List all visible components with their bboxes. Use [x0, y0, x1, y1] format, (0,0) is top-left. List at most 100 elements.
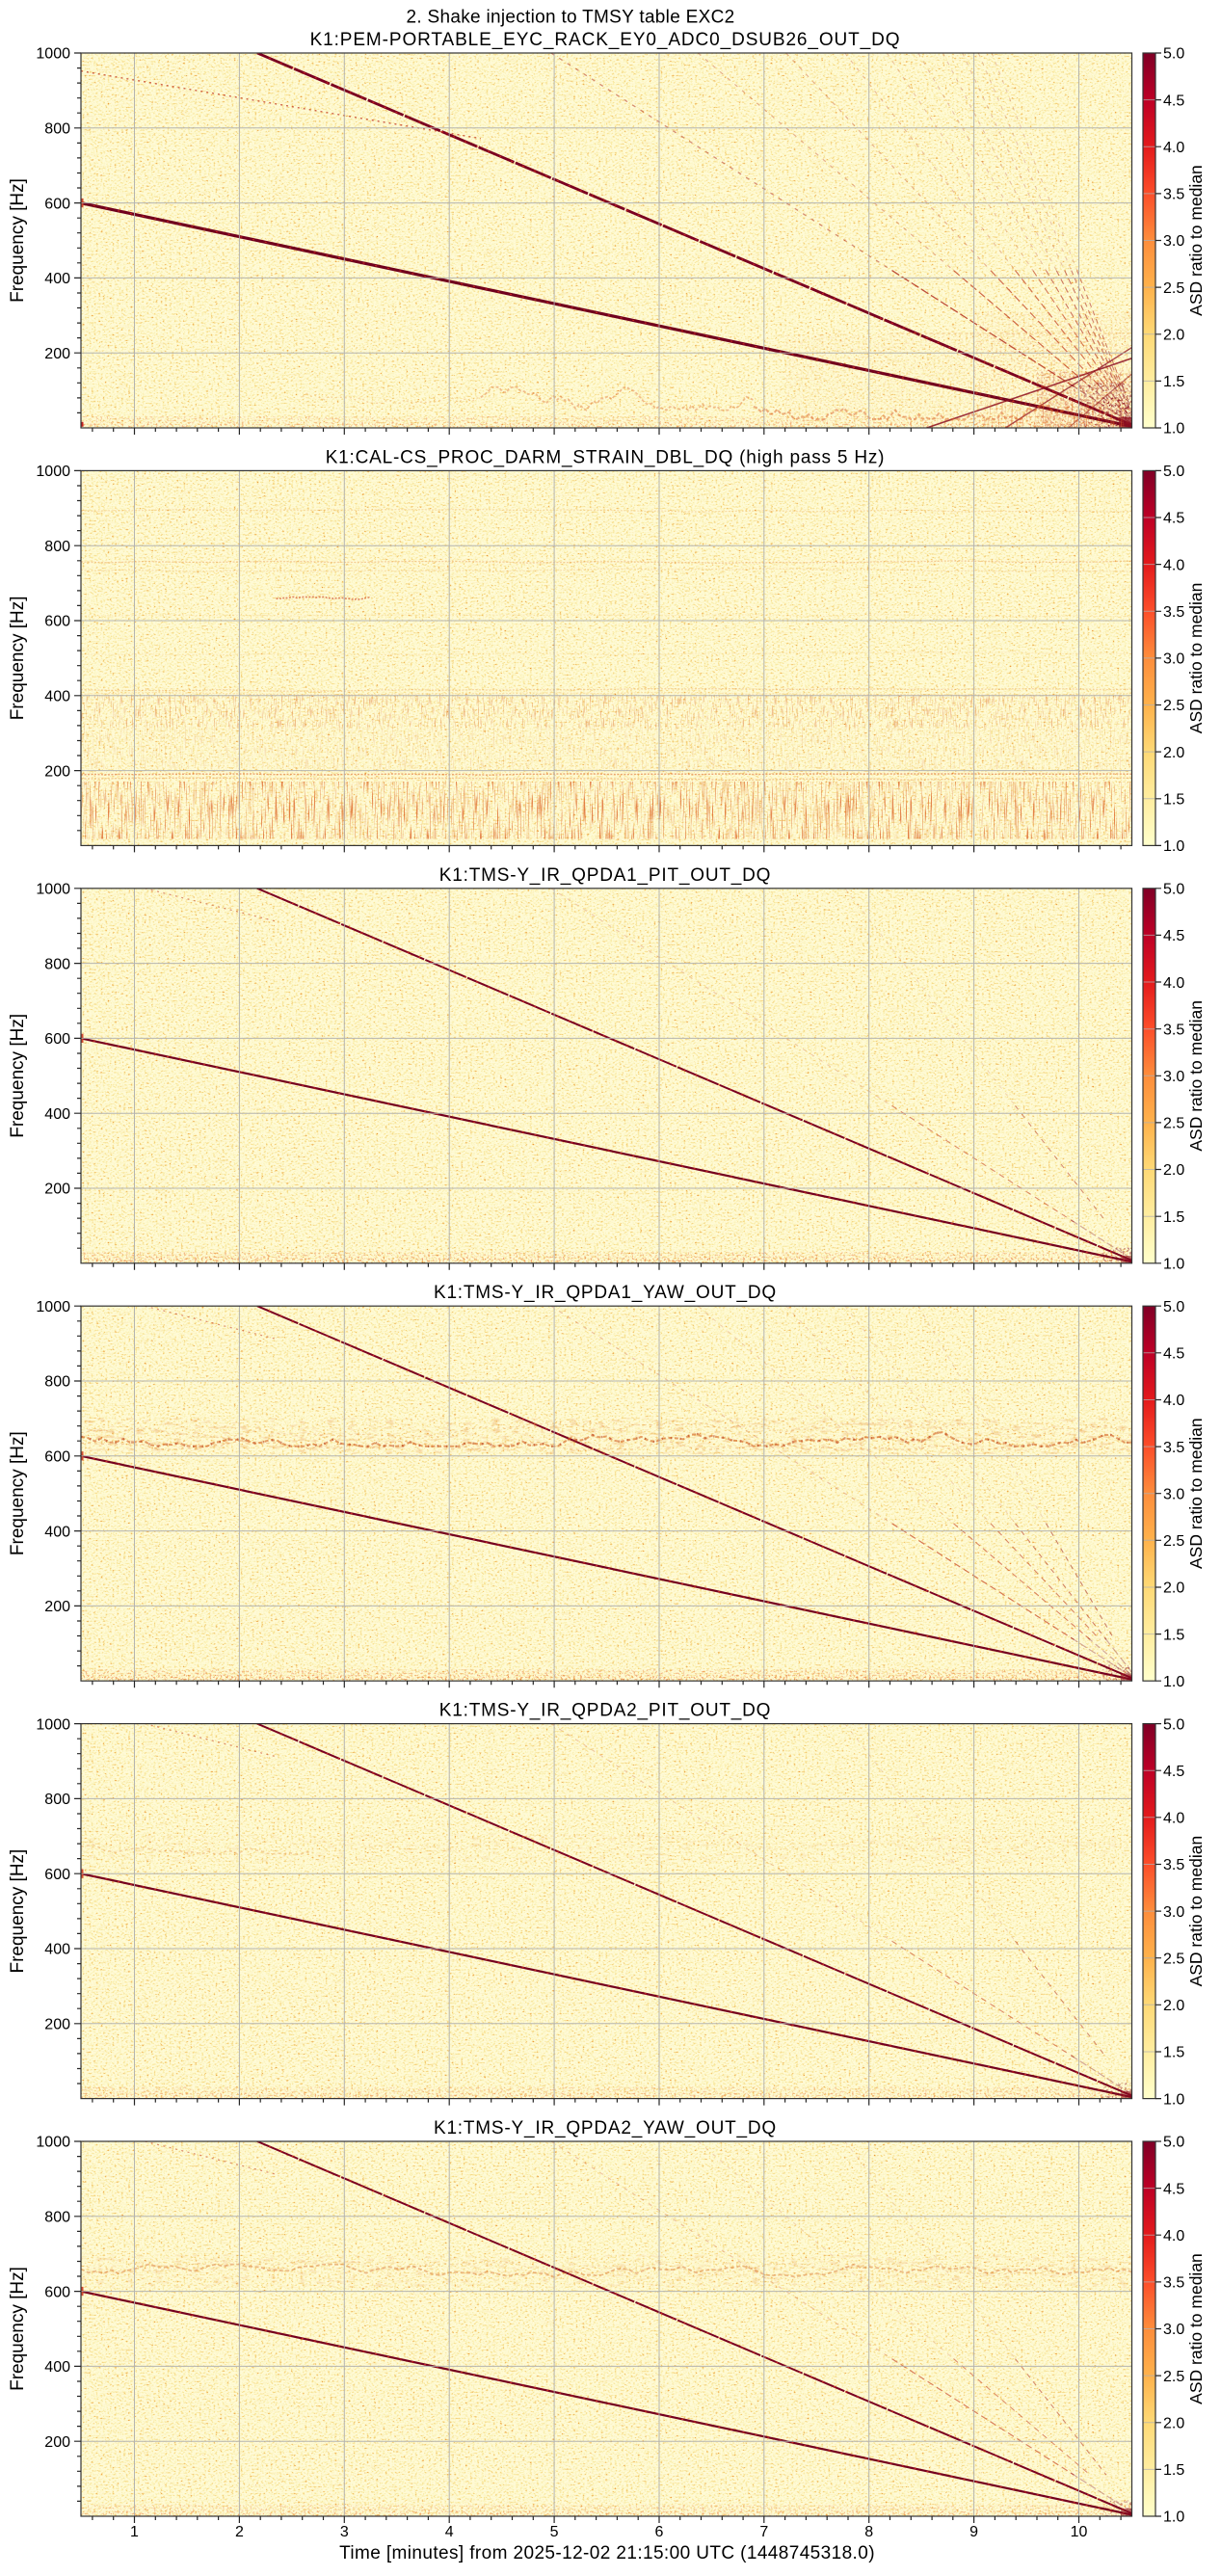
svg-text:1.0: 1.0: [1163, 2510, 1184, 2526]
svg-text:2.5: 2.5: [1163, 698, 1184, 714]
svg-text:Frequency [Hz]: Frequency [Hz]: [8, 1014, 28, 1138]
svg-text:4.0: 4.0: [1163, 975, 1184, 992]
svg-text:600: 600: [44, 1449, 70, 1466]
svg-text:6: 6: [655, 2524, 664, 2540]
svg-text:2.0: 2.0: [1163, 1162, 1184, 1179]
svg-text:4.5: 4.5: [1163, 93, 1184, 109]
svg-text:3.5: 3.5: [1163, 187, 1184, 203]
svg-text:400: 400: [44, 689, 70, 705]
svg-text:400: 400: [44, 1524, 70, 1540]
svg-text:Frequency [Hz]: Frequency [Hz]: [8, 596, 28, 720]
svg-text:2: 2: [235, 2524, 244, 2540]
svg-text:K1:TMS-Y_IR_QPDA1_YAW_OUT_DQ: K1:TMS-Y_IR_QPDA1_YAW_OUT_DQ: [434, 1283, 777, 1303]
svg-text:400: 400: [44, 1106, 70, 1123]
svg-text:1.5: 1.5: [1163, 1209, 1184, 1226]
svg-text:4.5: 4.5: [1163, 1764, 1184, 1780]
svg-text:1.5: 1.5: [1163, 2462, 1184, 2479]
svg-text:2.0: 2.0: [1163, 2415, 1184, 2431]
svg-text:2.5: 2.5: [1163, 1116, 1184, 1132]
svg-text:3.0: 3.0: [1163, 651, 1184, 668]
svg-text:4.0: 4.0: [1163, 2228, 1184, 2244]
svg-text:1000: 1000: [36, 882, 70, 898]
svg-text:600: 600: [44, 614, 70, 630]
svg-text:1000: 1000: [36, 46, 70, 63]
svg-text:K1:TMS-Y_IR_QPDA2_PIT_OUT_DQ: K1:TMS-Y_IR_QPDA2_PIT_OUT_DQ: [439, 1701, 771, 1721]
svg-text:5.0: 5.0: [1163, 1716, 1184, 1733]
svg-text:200: 200: [44, 2017, 70, 2033]
svg-text:600: 600: [44, 2284, 70, 2300]
svg-text:2.0: 2.0: [1163, 1998, 1184, 2014]
svg-text:2.5: 2.5: [1163, 1533, 1184, 1550]
svg-text:600: 600: [44, 196, 70, 212]
svg-text:1.5: 1.5: [1163, 1627, 1184, 1643]
svg-text:ASD ratio to median: ASD ratio to median: [1186, 2253, 1206, 2404]
svg-text:Frequency [Hz]: Frequency [Hz]: [8, 2267, 28, 2391]
svg-text:3.0: 3.0: [1163, 2322, 1184, 2338]
svg-text:ASD ratio to median: ASD ratio to median: [1186, 1836, 1206, 1987]
svg-text:200: 200: [44, 1182, 70, 1198]
svg-text:800: 800: [44, 121, 70, 138]
svg-text:ASD ratio to median: ASD ratio to median: [1186, 165, 1206, 316]
svg-text:1.0: 1.0: [1163, 838, 1184, 855]
svg-text:200: 200: [44, 763, 70, 780]
svg-text:3.0: 3.0: [1163, 1904, 1184, 1921]
svg-text:ASD ratio to median: ASD ratio to median: [1186, 1000, 1206, 1152]
svg-text:200: 200: [44, 1599, 70, 1615]
svg-text:1.0: 1.0: [1163, 2091, 1184, 2108]
svg-text:1000: 1000: [36, 1299, 70, 1315]
svg-text:K1:PEM-PORTABLE_EYC_RACK_EY0_A: K1:PEM-PORTABLE_EYC_RACK_EY0_ADC0_DSUB26…: [310, 30, 901, 50]
svg-text:600: 600: [44, 1031, 70, 1048]
svg-text:K1:TMS-Y_IR_QPDA1_PIT_OUT_DQ: K1:TMS-Y_IR_QPDA1_PIT_OUT_DQ: [439, 865, 771, 886]
svg-text:Time [minutes] from 2025-12-02: Time [minutes] from 2025-12-02 21:15:00 …: [339, 2543, 875, 2563]
svg-text:1.0: 1.0: [1163, 421, 1184, 438]
svg-text:ASD ratio to median: ASD ratio to median: [1186, 1418, 1206, 1569]
svg-text:8: 8: [864, 2524, 873, 2540]
svg-text:4: 4: [445, 2524, 454, 2540]
svg-text:4.0: 4.0: [1163, 1393, 1184, 1409]
svg-text:4.0: 4.0: [1163, 1811, 1184, 1827]
svg-text:4.5: 4.5: [1163, 2181, 1184, 2197]
svg-text:3.0: 3.0: [1163, 233, 1184, 250]
svg-text:2.0: 2.0: [1163, 327, 1184, 343]
svg-text:3.5: 3.5: [1163, 1440, 1184, 1456]
svg-text:3.5: 3.5: [1163, 604, 1184, 621]
svg-text:3.5: 3.5: [1163, 2275, 1184, 2292]
svg-text:600: 600: [44, 1867, 70, 1883]
svg-text:1.5: 1.5: [1163, 374, 1184, 390]
svg-text:Frequency [Hz]: Frequency [Hz]: [8, 1849, 28, 1974]
svg-text:4.0: 4.0: [1163, 140, 1184, 156]
svg-text:5.0: 5.0: [1163, 882, 1184, 898]
svg-text:800: 800: [44, 539, 70, 555]
svg-text:2.5: 2.5: [1163, 2369, 1184, 2385]
svg-text:2. Shake injection to TMSY tab: 2. Shake injection to TMSY table EXC2: [407, 8, 735, 28]
svg-text:800: 800: [44, 1792, 70, 1808]
svg-text:800: 800: [44, 1374, 70, 1391]
svg-text:2.5: 2.5: [1163, 280, 1184, 297]
svg-text:3: 3: [340, 2524, 349, 2540]
svg-text:K1:TMS-Y_IR_QPDA2_YAW_OUT_DQ: K1:TMS-Y_IR_QPDA2_YAW_OUT_DQ: [434, 2118, 777, 2138]
svg-text:1000: 1000: [36, 1716, 70, 1733]
svg-text:4.5: 4.5: [1163, 928, 1184, 944]
svg-text:200: 200: [44, 2434, 70, 2451]
svg-text:1.5: 1.5: [1163, 792, 1184, 809]
svg-text:800: 800: [44, 956, 70, 972]
svg-text:1000: 1000: [36, 2135, 70, 2151]
svg-text:3.5: 3.5: [1163, 1022, 1184, 1038]
svg-text:5.0: 5.0: [1163, 1299, 1184, 1315]
svg-text:2.5: 2.5: [1163, 1951, 1184, 1967]
svg-text:1: 1: [130, 2524, 139, 2540]
svg-text:Frequency [Hz]: Frequency [Hz]: [8, 178, 28, 303]
svg-text:7: 7: [759, 2524, 768, 2540]
svg-text:10: 10: [1071, 2524, 1088, 2540]
svg-text:3.0: 3.0: [1163, 1486, 1184, 1502]
svg-text:400: 400: [44, 2359, 70, 2376]
svg-text:4.0: 4.0: [1163, 557, 1184, 573]
svg-text:2.0: 2.0: [1163, 745, 1184, 761]
svg-text:1000: 1000: [36, 464, 70, 480]
svg-text:Frequency [Hz]: Frequency [Hz]: [8, 1431, 28, 1555]
svg-text:2.0: 2.0: [1163, 1580, 1184, 1597]
svg-text:9: 9: [969, 2524, 978, 2540]
svg-text:400: 400: [44, 1942, 70, 1958]
svg-text:5.0: 5.0: [1163, 2135, 1184, 2151]
svg-text:5.0: 5.0: [1163, 46, 1184, 63]
